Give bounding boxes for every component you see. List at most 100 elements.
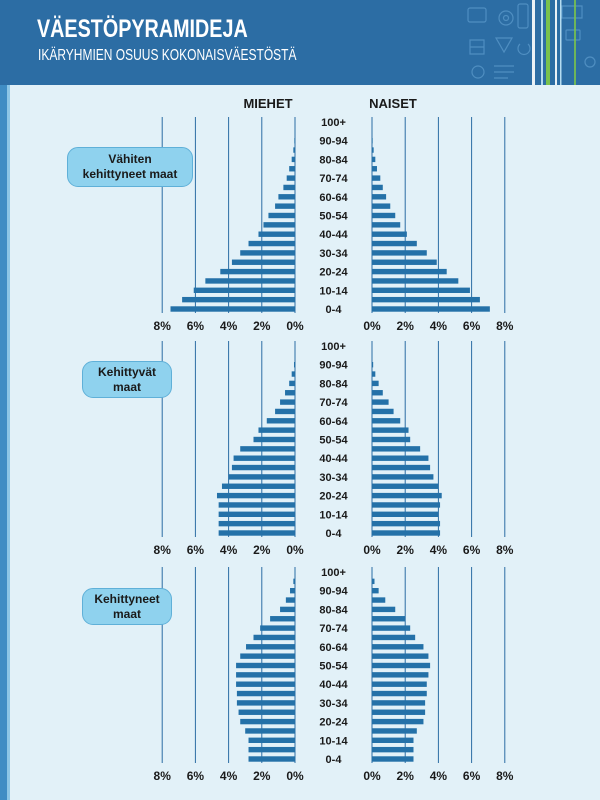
- bar-men: [285, 597, 295, 603]
- bar-women: [372, 718, 424, 725]
- age-label: 60-64: [319, 416, 348, 428]
- pattern-book-shape: [467, 7, 487, 23]
- age-label: 30-34: [319, 248, 348, 260]
- region-label-least-developed: Vähiten kehittyneet maat: [67, 147, 193, 187]
- bar-women: [372, 709, 426, 715]
- bar-women: [372, 625, 411, 631]
- bar-women: [372, 737, 414, 743]
- bar-men: [286, 175, 295, 181]
- age-label: 50-54: [319, 661, 348, 673]
- bar-men: [193, 287, 295, 293]
- age-label: 90-94: [319, 586, 348, 598]
- bar-men: [240, 446, 295, 452]
- bar-women: [372, 212, 396, 219]
- age-label: 10-14: [319, 509, 348, 521]
- header-band: VÄESTÖPYRAMIDEJA IKÄRYHMIEN OSUUS KOKONA…: [0, 0, 600, 85]
- tick-label-men: 0%: [286, 319, 304, 333]
- bar-women: [372, 371, 376, 377]
- age-label: 40-44: [319, 679, 348, 691]
- tick-label-women: 8%: [496, 543, 514, 557]
- bar-men: [260, 625, 295, 631]
- page-title: VÄESTÖPYRAMIDEJA: [37, 15, 248, 43]
- bar-women: [372, 606, 396, 613]
- bar-men: [280, 606, 295, 613]
- bar-men: [220, 268, 295, 275]
- bar-women: [372, 194, 387, 200]
- bar-women: [372, 175, 381, 181]
- bar-men: [275, 203, 295, 209]
- bar-women: [372, 597, 386, 603]
- age-label: 30-34: [319, 698, 348, 710]
- tick-label-men: 8%: [154, 319, 172, 333]
- age-label: 70-74: [319, 623, 348, 635]
- age-label: 70-74: [319, 397, 348, 409]
- bar-women: [372, 756, 414, 762]
- tick-label-men: 8%: [154, 543, 172, 557]
- bar-men: [291, 371, 295, 377]
- bar-women: [372, 268, 447, 275]
- age-label: 0-4: [326, 528, 343, 540]
- bar-men: [258, 427, 295, 433]
- bar-women: [372, 306, 490, 312]
- bar-men: [236, 672, 295, 678]
- pattern-lines-shape: [494, 65, 514, 79]
- bar-women: [372, 436, 411, 443]
- bar-women: [372, 464, 431, 471]
- pattern-box-shape: [469, 39, 485, 55]
- pattern-stripe-green: [546, 0, 550, 85]
- bar-men: [289, 380, 295, 387]
- bar-women: [372, 634, 416, 641]
- pattern-screen-shape: [565, 29, 581, 41]
- age-label: 20-24: [319, 267, 348, 279]
- bar-men: [218, 530, 295, 536]
- bar-women: [372, 681, 427, 687]
- tick-label-men: 4%: [220, 319, 238, 333]
- page-subtitle: IKÄRYHMIEN OSUUS KOKONAISVÄESTÖSTÄ: [38, 47, 297, 64]
- age-label: 50-54: [319, 211, 348, 223]
- bar-men: [294, 362, 295, 368]
- bar-men: [218, 520, 295, 527]
- tick-label-men: 2%: [253, 543, 271, 557]
- tick-label-women: 4%: [430, 769, 448, 783]
- bar-men: [289, 166, 295, 172]
- region-label-developed: Kehittyneet maat: [82, 588, 172, 625]
- age-label: 40-44: [319, 453, 348, 465]
- bar-women: [372, 728, 417, 734]
- bar-women: [372, 231, 407, 237]
- age-label: 30-34: [319, 472, 348, 484]
- bar-men: [218, 511, 295, 517]
- bar-women: [372, 672, 429, 678]
- bar-men: [278, 194, 295, 200]
- bar-women: [372, 616, 406, 622]
- tick-label-women: 6%: [463, 543, 481, 557]
- region-label-line: maat: [112, 606, 141, 621]
- age-label: 100+: [321, 117, 346, 129]
- tick-label-women: 4%: [430, 543, 448, 557]
- bar-women: [372, 147, 374, 153]
- bar-men: [293, 578, 295, 585]
- bar-men: [253, 436, 295, 443]
- bar-women: [372, 156, 376, 163]
- pattern-stripe-green: [574, 0, 576, 85]
- left-stripe: [0, 85, 10, 800]
- bar-women: [372, 530, 441, 536]
- bar-men: [293, 147, 295, 153]
- bar-men: [285, 390, 295, 396]
- age-label: 100+: [321, 341, 346, 353]
- bar-women: [372, 184, 383, 191]
- bar-men: [270, 616, 295, 622]
- bar-men: [236, 690, 295, 697]
- bar-women: [372, 287, 470, 293]
- bar-men: [240, 718, 295, 725]
- bar-women: [372, 240, 417, 247]
- bar-men: [248, 756, 295, 762]
- age-label: 100+: [321, 567, 346, 579]
- pattern-gear-shape: [498, 10, 514, 26]
- tick-label-men: 6%: [187, 543, 205, 557]
- tick-label-women: 8%: [496, 769, 514, 783]
- bar-men: [258, 231, 295, 237]
- bar-men: [236, 700, 295, 706]
- bar-men: [233, 455, 295, 461]
